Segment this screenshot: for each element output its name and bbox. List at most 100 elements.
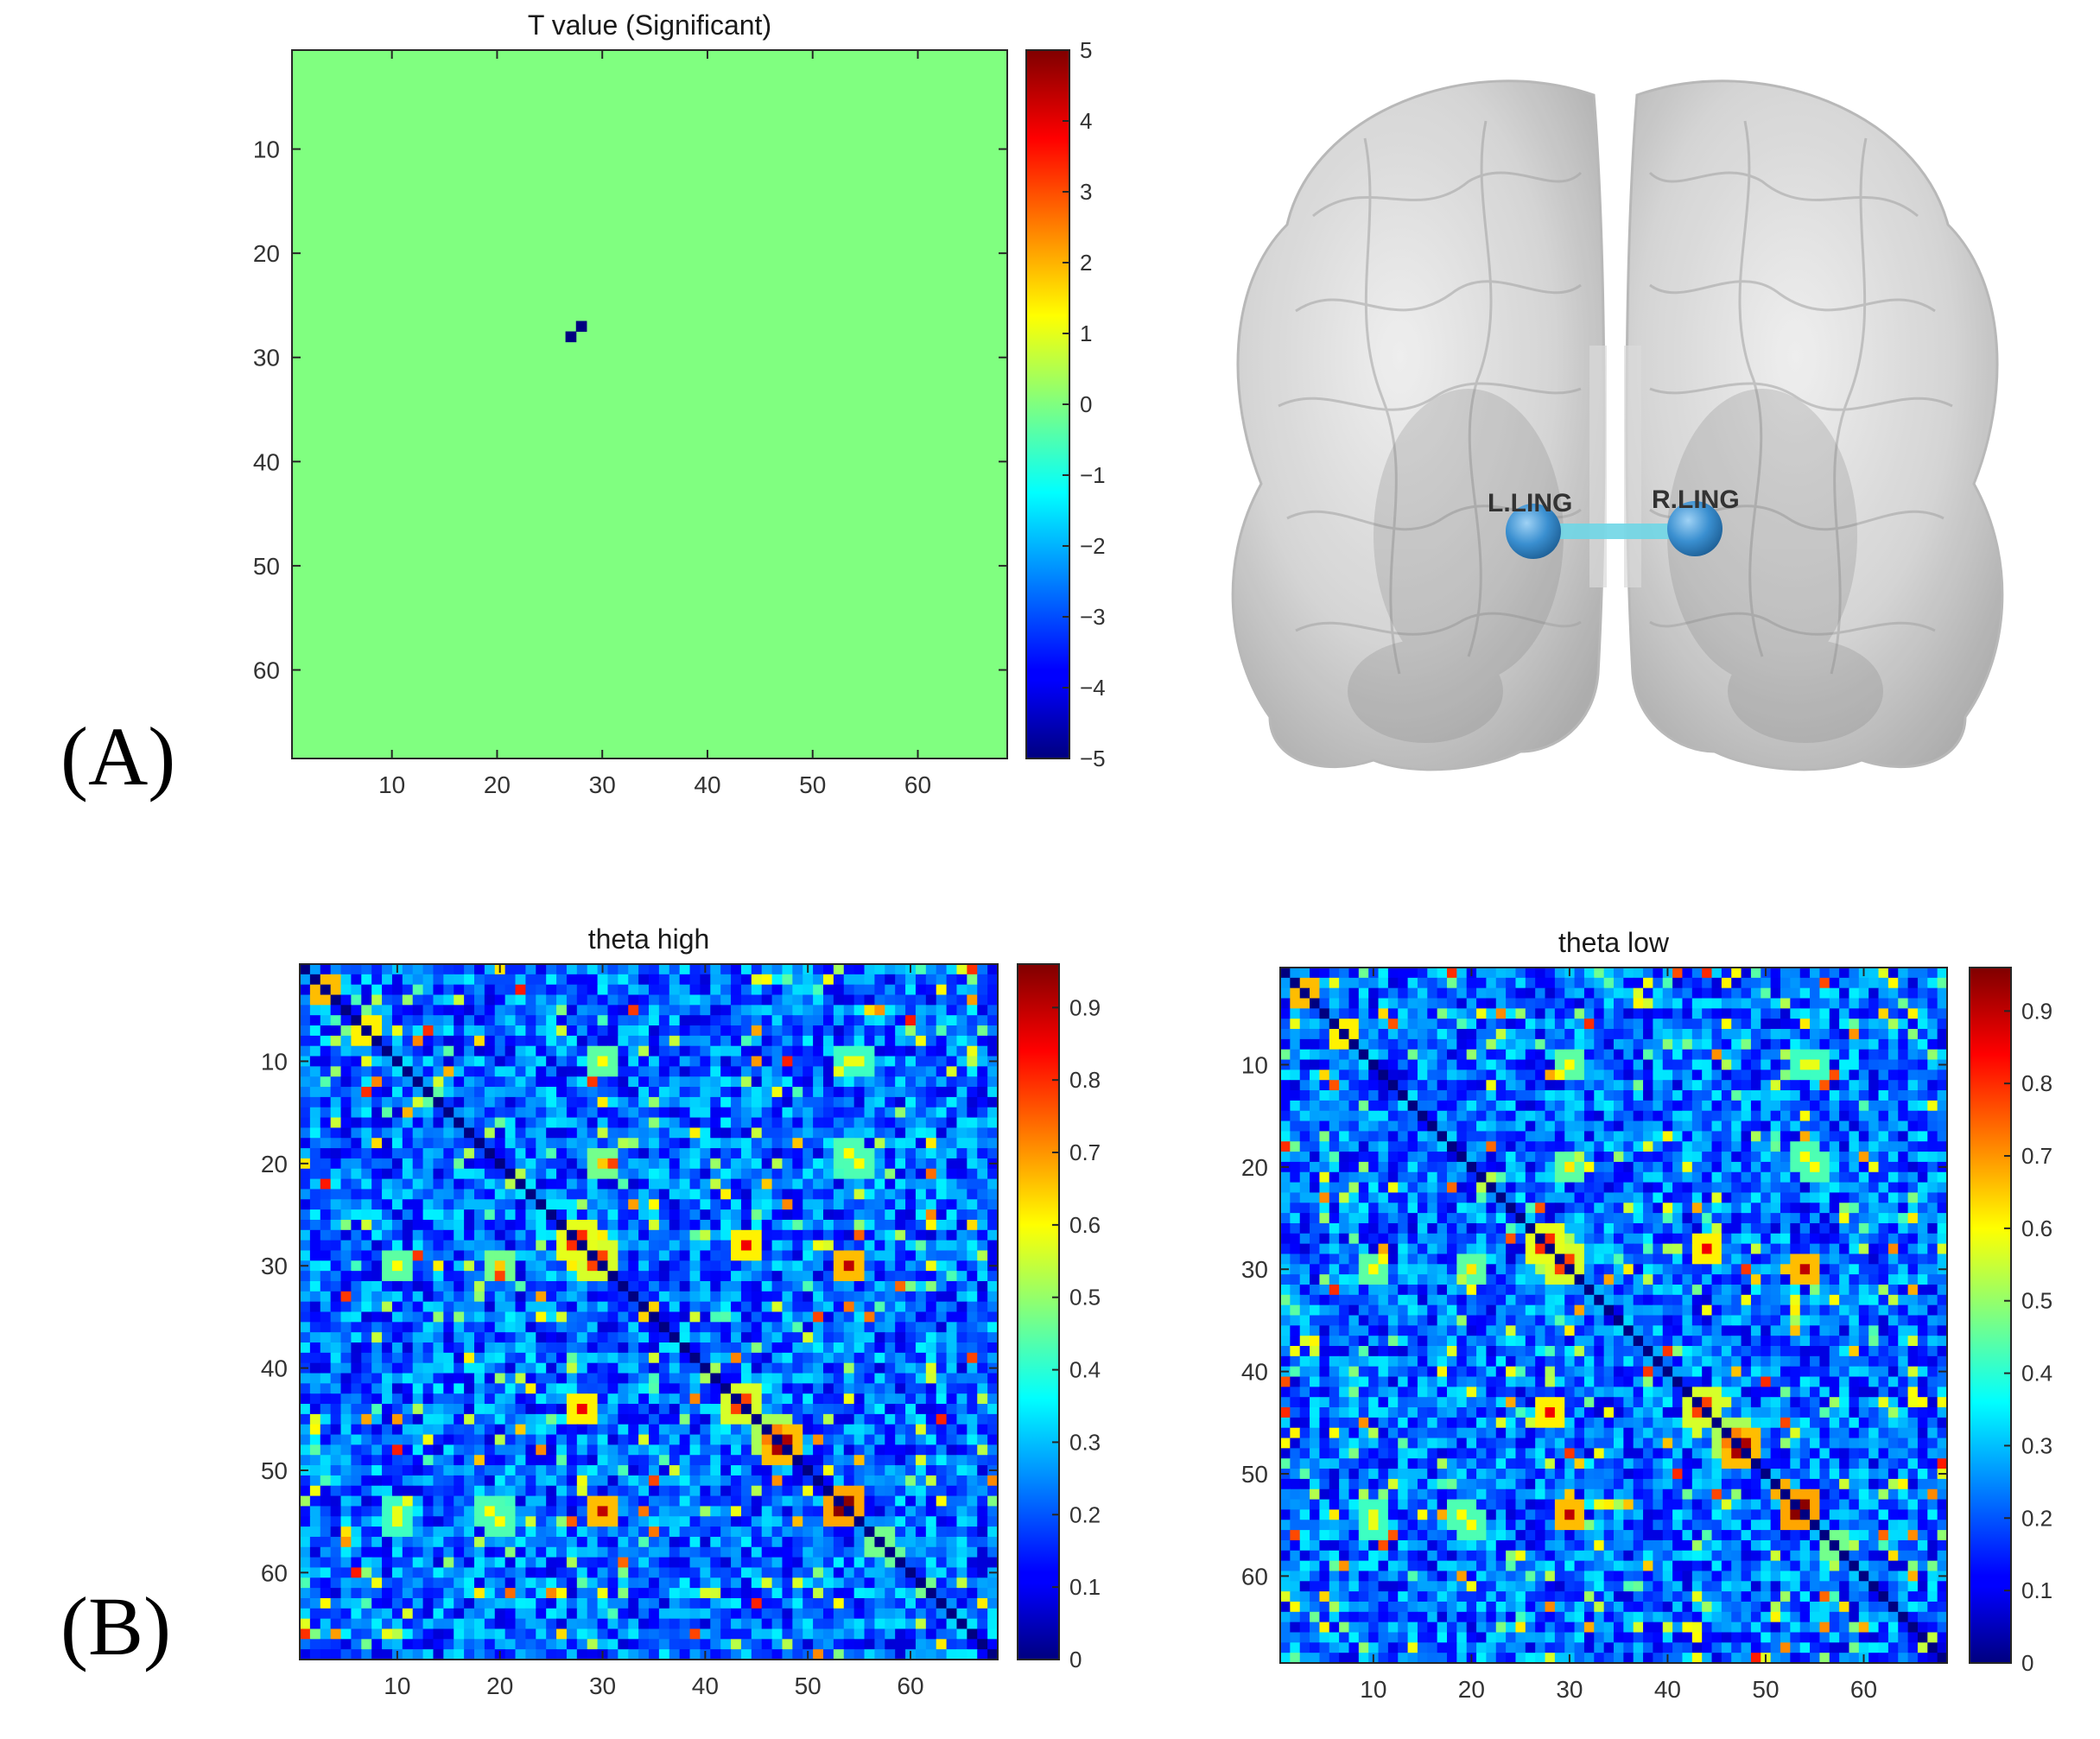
- heatmap-cell: [361, 1229, 372, 1241]
- heatmap-cell: [679, 1199, 691, 1210]
- heatmap-cell: [967, 1178, 978, 1190]
- heatmap-cell: [925, 1168, 937, 1180]
- heatmap-cell: [382, 1618, 393, 1630]
- heatmap-cell: [710, 1577, 721, 1589]
- heatmap-cell: [536, 1516, 547, 1527]
- heatmap-cell: [895, 1332, 906, 1343]
- heatmap-cell: [782, 1362, 793, 1374]
- heatmap-cell: [504, 1148, 517, 1159]
- heatmap-cell: [391, 1332, 403, 1343]
- heatmap-cell: [474, 1280, 485, 1292]
- heatmap-cell: [494, 1444, 506, 1456]
- heatmap-cell: [700, 1506, 711, 1517]
- heatmap-cell: [443, 1342, 454, 1354]
- heatmap-cell: [371, 1127, 383, 1139]
- heatmap-cell: [422, 1148, 435, 1159]
- heatmap-cell: [525, 1301, 536, 1313]
- heatmap-cell: [813, 1107, 824, 1119]
- heatmap-cell: [566, 974, 578, 986]
- heatmap-cell: [309, 994, 321, 1006]
- heatmap-cell: [956, 1250, 968, 1261]
- heatmap-cell: [556, 1219, 568, 1231]
- heatmap-cell: [340, 1045, 352, 1057]
- heatmap-cell: [792, 1506, 803, 1517]
- heatmap-cell: [987, 1475, 999, 1487]
- heatmap-cell: [382, 1444, 393, 1456]
- heatmap-cell: [843, 1526, 855, 1538]
- heatmap-cell: [454, 1383, 465, 1394]
- heatmap-cell: [813, 1536, 824, 1548]
- heatmap-cell: [987, 974, 999, 986]
- heatmap-cell: [1290, 977, 1301, 989]
- heatmap-cell: [371, 984, 383, 996]
- heatmap-cell: [710, 974, 721, 986]
- heatmap-cell: [391, 1271, 403, 1282]
- heatmap-cell: [474, 1362, 485, 1374]
- heatmap-cell: [484, 1005, 496, 1016]
- heatmap-cell: [536, 1373, 547, 1384]
- heatmap-cell: [1721, 968, 1732, 979]
- heatmap-cell: [340, 1158, 352, 1170]
- heatmap-cell: [782, 1240, 793, 1252]
- heatmap-cell: [330, 974, 342, 986]
- heatmap-cell: [885, 1035, 896, 1047]
- heatmap-cell: [885, 1056, 896, 1067]
- heatmap-cell: [628, 1229, 639, 1241]
- heatmap-cell: [525, 1567, 536, 1578]
- heatmap-cell: [587, 1250, 599, 1261]
- heatmap-cell: [895, 1076, 906, 1088]
- heatmap-cell: [803, 1342, 814, 1354]
- heatmap-cell: [361, 1045, 372, 1057]
- heatmap-cell: [309, 1383, 321, 1394]
- heatmap-cell: [628, 1280, 639, 1292]
- heatmap-cell: [1329, 968, 1340, 979]
- heatmap-cell: [843, 1475, 855, 1487]
- heatmap-cell: [351, 1280, 362, 1292]
- heatmap-cell: [946, 1229, 958, 1241]
- heatmap-cell: [864, 1117, 876, 1129]
- heatmap-cell: [771, 1608, 784, 1620]
- heatmap-cell: [731, 1444, 742, 1456]
- heatmap-cell: [700, 1639, 711, 1650]
- heatmap-cell: [433, 1506, 444, 1517]
- heatmap-cell: [391, 1291, 403, 1303]
- heatmap-cell: [689, 1240, 701, 1252]
- heatmap-cell: [885, 1229, 896, 1241]
- heatmap-cell: [977, 1597, 988, 1609]
- heatmap-cell: [823, 1066, 834, 1077]
- heatmap-cell: [700, 1485, 711, 1497]
- colorbar-tick-label: −1: [1080, 462, 1106, 488]
- heatmap-cell: [515, 1342, 527, 1354]
- heatmap-cell: [587, 1475, 599, 1487]
- heatmap-cell: [402, 1373, 414, 1384]
- heatmap-cell: [895, 1158, 906, 1170]
- heatmap-cell: [391, 1260, 403, 1272]
- heatmap-cell: [843, 1056, 855, 1067]
- heatmap-cell: [638, 1557, 650, 1569]
- heatmap-cell: [823, 1434, 834, 1445]
- heatmap-cell: [587, 1567, 599, 1578]
- heatmap-cell: [628, 1342, 639, 1354]
- heatmap-cell: [751, 1362, 763, 1374]
- heatmap-cell: [330, 1148, 342, 1159]
- heatmap-cell: [823, 1260, 834, 1272]
- heatmap-cell: [782, 1465, 793, 1476]
- heatmap-cell: [710, 984, 721, 996]
- heatmap-cell: [587, 1096, 599, 1108]
- heatmap-cell: [587, 984, 599, 996]
- heatmap-cell: [915, 984, 927, 996]
- heatmap-cell: [351, 1127, 362, 1139]
- heatmap-cell: [371, 1311, 383, 1323]
- heatmap-cell: [803, 1536, 814, 1548]
- heatmap-cell: [597, 1260, 609, 1272]
- heatmap-cell: [433, 1096, 444, 1108]
- heatmap-cell: [649, 1005, 660, 1016]
- heatmap-cell: [649, 1322, 660, 1333]
- heatmap-cell: [422, 1526, 435, 1538]
- heatmap-cell: [885, 1424, 896, 1436]
- heatmap-cell: [710, 1567, 721, 1578]
- heatmap-cell: [895, 1087, 906, 1098]
- heatmap-cell: [771, 1557, 784, 1569]
- heatmap-cell: [987, 1434, 999, 1445]
- heatmap-cell: [320, 1015, 332, 1026]
